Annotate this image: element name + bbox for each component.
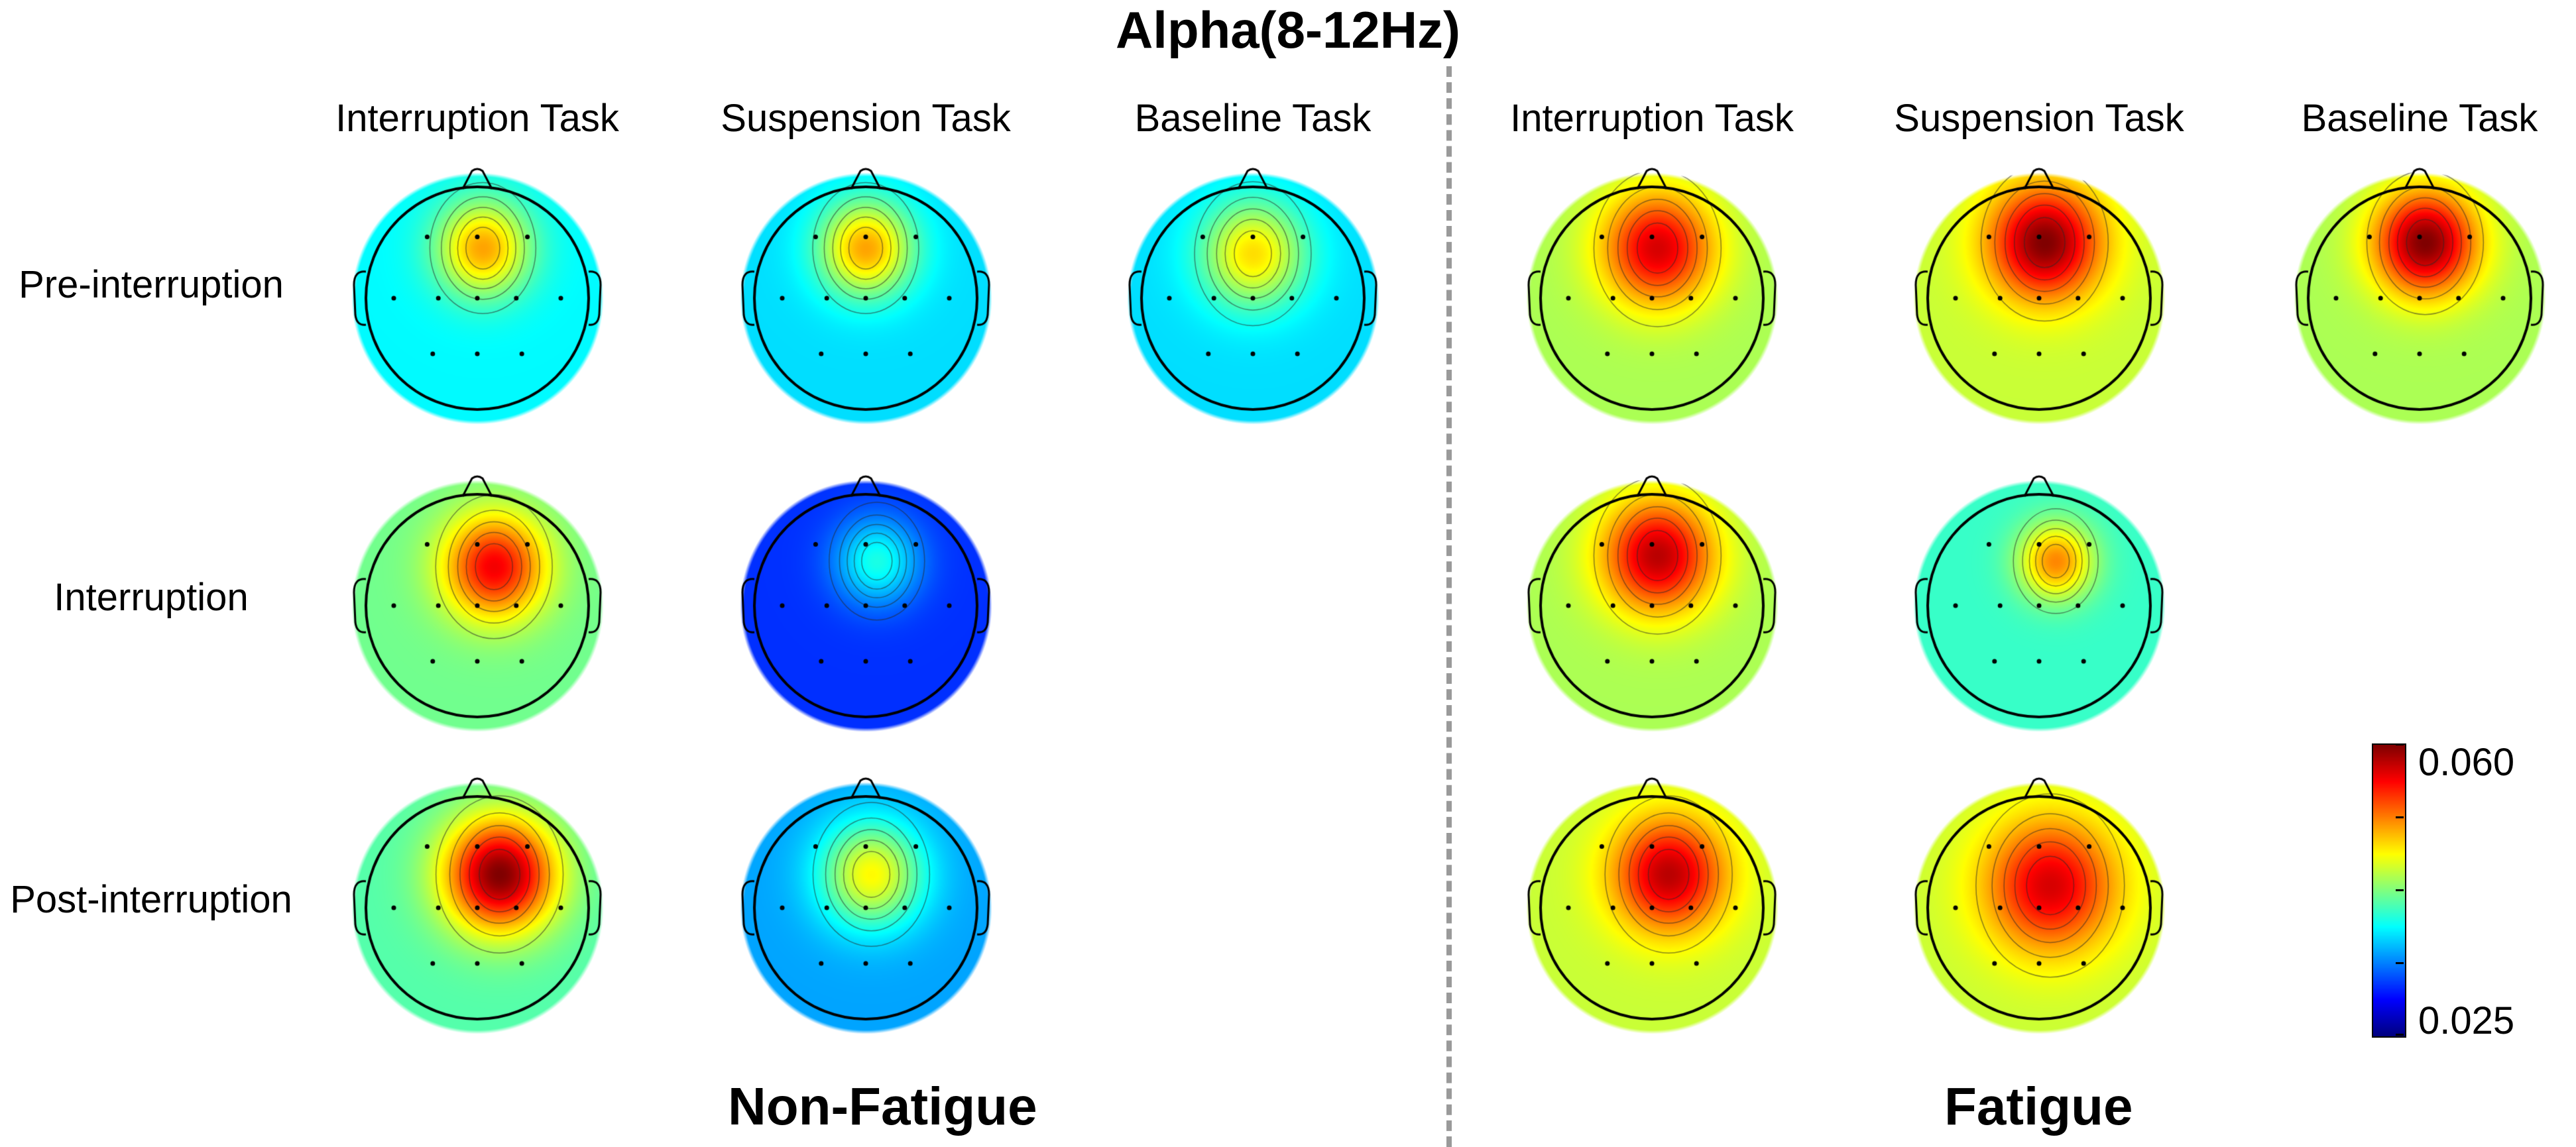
topomap [1900, 152, 2178, 431]
topomap [727, 152, 1005, 431]
column-header: Baseline Task [1134, 97, 1372, 140]
column-header: Interruption Task [335, 97, 619, 140]
topomap [1513, 460, 1791, 738]
row-label: Interruption [54, 576, 249, 619]
topomap [1114, 152, 1392, 431]
group-label-fatigue: Fatigue [1944, 1077, 2133, 1136]
colorbar-tick [2396, 962, 2404, 964]
group-label-non-fatigue: Non-Fatigue [728, 1077, 1037, 1136]
group-divider [1446, 66, 1452, 1147]
column-header: Suspension Task [1894, 97, 2184, 140]
colorbar-max-label: 0.060 [2418, 741, 2515, 784]
figure-title: Alpha(8-12Hz) [1115, 1, 1461, 59]
colorbar-tick [2396, 1034, 2404, 1036]
topomap [727, 460, 1005, 738]
topomap [1900, 762, 2178, 1040]
topomap [2280, 152, 2559, 431]
topomap [727, 762, 1005, 1040]
topomap [338, 460, 616, 738]
topomap [338, 762, 616, 1040]
colorbar-tick [2396, 816, 2404, 818]
row-label: Post-interruption [10, 878, 292, 921]
colorbar-tick [2396, 743, 2404, 745]
topomap [338, 152, 616, 431]
column-header: Baseline Task [2301, 97, 2538, 140]
column-header: Suspension Task [721, 97, 1011, 140]
topomap [1513, 762, 1791, 1040]
colorbar-tick [2396, 889, 2404, 891]
topomap [1900, 460, 2178, 738]
row-label: Pre-interruption [19, 263, 284, 306]
colorbar-min-label: 0.025 [2418, 999, 2515, 1042]
topomap [1513, 152, 1791, 431]
column-header: Interruption Task [1510, 97, 1794, 140]
